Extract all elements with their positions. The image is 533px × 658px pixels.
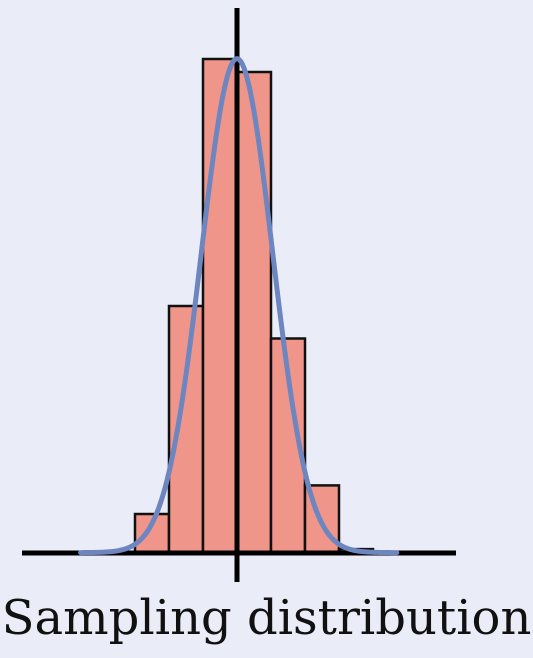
- histogram-bar-3: [235, 70, 273, 555]
- histogram-bars: [133, 57, 375, 555]
- histogram-bar-2: [201, 57, 239, 555]
- chart-caption: Sampling distribution: [1, 590, 532, 646]
- normal-curve: [78, 56, 400, 556]
- histogram-bar-1: [167, 304, 205, 555]
